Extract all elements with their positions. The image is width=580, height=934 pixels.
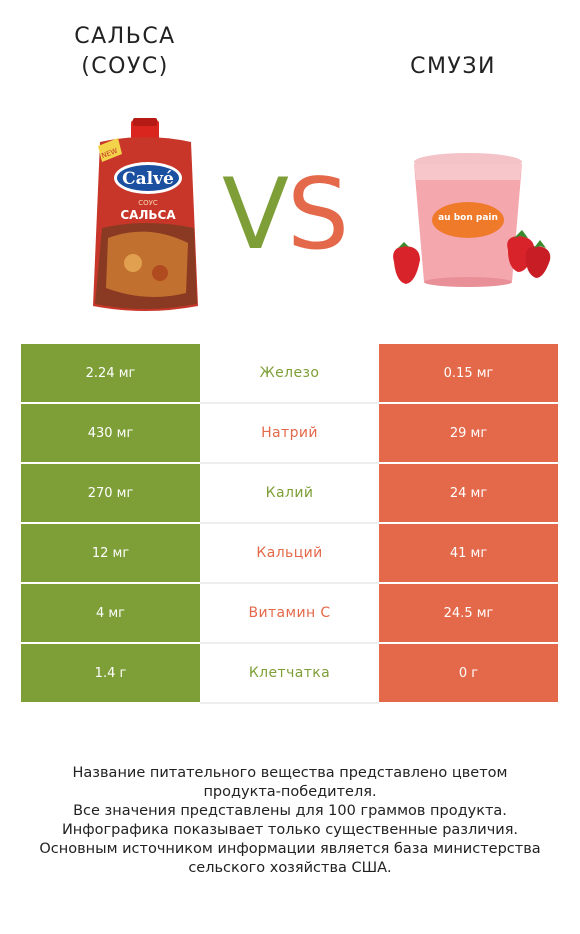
row-divider (200, 402, 379, 404)
nutrient-name-cell: Натрий (200, 404, 379, 462)
left-product-title: САЛЬСА (СОУС) (25, 22, 225, 82)
salsa-name-text: САЛЬСА (120, 208, 176, 222)
vs-s: S (287, 158, 349, 272)
smoothie-cup-image: au bon pain (393, 153, 551, 287)
right-product-title: СМУЗИ (410, 54, 496, 79)
salsa-pouch-image: NEW Calvé СОУС САЛЬСА (93, 118, 198, 311)
footer-line: Основным источником информации является … (39, 841, 541, 857)
right-value-cell: 24 мг (379, 464, 558, 522)
nutrient-name-cell: Железо (200, 344, 379, 402)
table-row: 4 мг Витамин C 24.5 мг (21, 584, 558, 644)
vs-v: V (222, 158, 289, 272)
nutrient-name-cell: Клетчатка (200, 644, 379, 702)
salsa-brand-text: Calvé (122, 169, 174, 189)
table-row: 12 мг Кальций 41 мг (21, 524, 558, 584)
right-value-cell: 24.5 мг (379, 584, 558, 642)
table-row: 2.24 мг Железо 0.15 мг (21, 344, 558, 404)
right-value-cell: 0.15 мг (379, 344, 558, 402)
left-value-cell: 12 мг (21, 524, 200, 582)
row-divider (200, 642, 379, 644)
row-divider (200, 702, 379, 704)
left-value-cell: 2.24 мг (21, 344, 200, 402)
table-row: 270 мг Калий 24 мг (21, 464, 558, 524)
footer-line: Название питательного вещества представл… (72, 765, 508, 781)
left-title-line-2: (СОУС) (81, 54, 169, 79)
left-value-cell: 270 мг (21, 464, 200, 522)
right-value-cell: 41 мг (379, 524, 558, 582)
nutrient-name-cell: Калий (200, 464, 379, 522)
left-value-cell: 430 мг (21, 404, 200, 462)
row-divider (200, 582, 379, 584)
left-value-cell: 4 мг (21, 584, 200, 642)
nutrient-name-cell: Витамин C (200, 584, 379, 642)
nutrient-name-cell: Кальций (200, 524, 379, 582)
footer-note: Название питательного вещества представл… (10, 764, 570, 878)
table-row: 1.4 г Клетчатка 0 г (21, 644, 558, 704)
cup-logo-text: au bon pain (438, 213, 498, 223)
left-title-line-1: САЛЬСА (74, 24, 176, 49)
salsa-sub-text: СОУС (138, 199, 158, 207)
table-row: 430 мг Натрий 29 мг (21, 404, 558, 464)
footer-line: Инфографика показывает только существенн… (61, 822, 519, 838)
vs-label: VS (222, 165, 349, 265)
row-divider (200, 522, 379, 524)
footer-line: Все значения представлены для 100 граммо… (73, 803, 507, 819)
right-value-cell: 0 г (379, 644, 558, 702)
comparison-table: 2.24 мг Железо 0.15 мг 430 мг Натрий 29 мг 270… (21, 344, 558, 704)
footer-line: продукта-победителя. (203, 784, 377, 800)
row-divider (200, 462, 379, 464)
footer-line: сельского хозяйства США. (188, 860, 392, 876)
right-value-cell: 29 мг (379, 404, 558, 462)
left-value-cell: 1.4 г (21, 644, 200, 702)
